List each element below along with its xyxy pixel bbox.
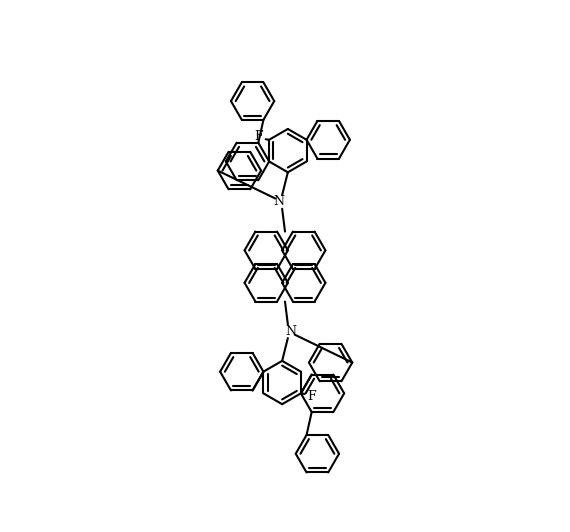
Text: N: N (274, 195, 285, 209)
Text: N: N (285, 325, 296, 338)
Text: F: F (307, 390, 315, 403)
Text: F: F (255, 130, 263, 144)
